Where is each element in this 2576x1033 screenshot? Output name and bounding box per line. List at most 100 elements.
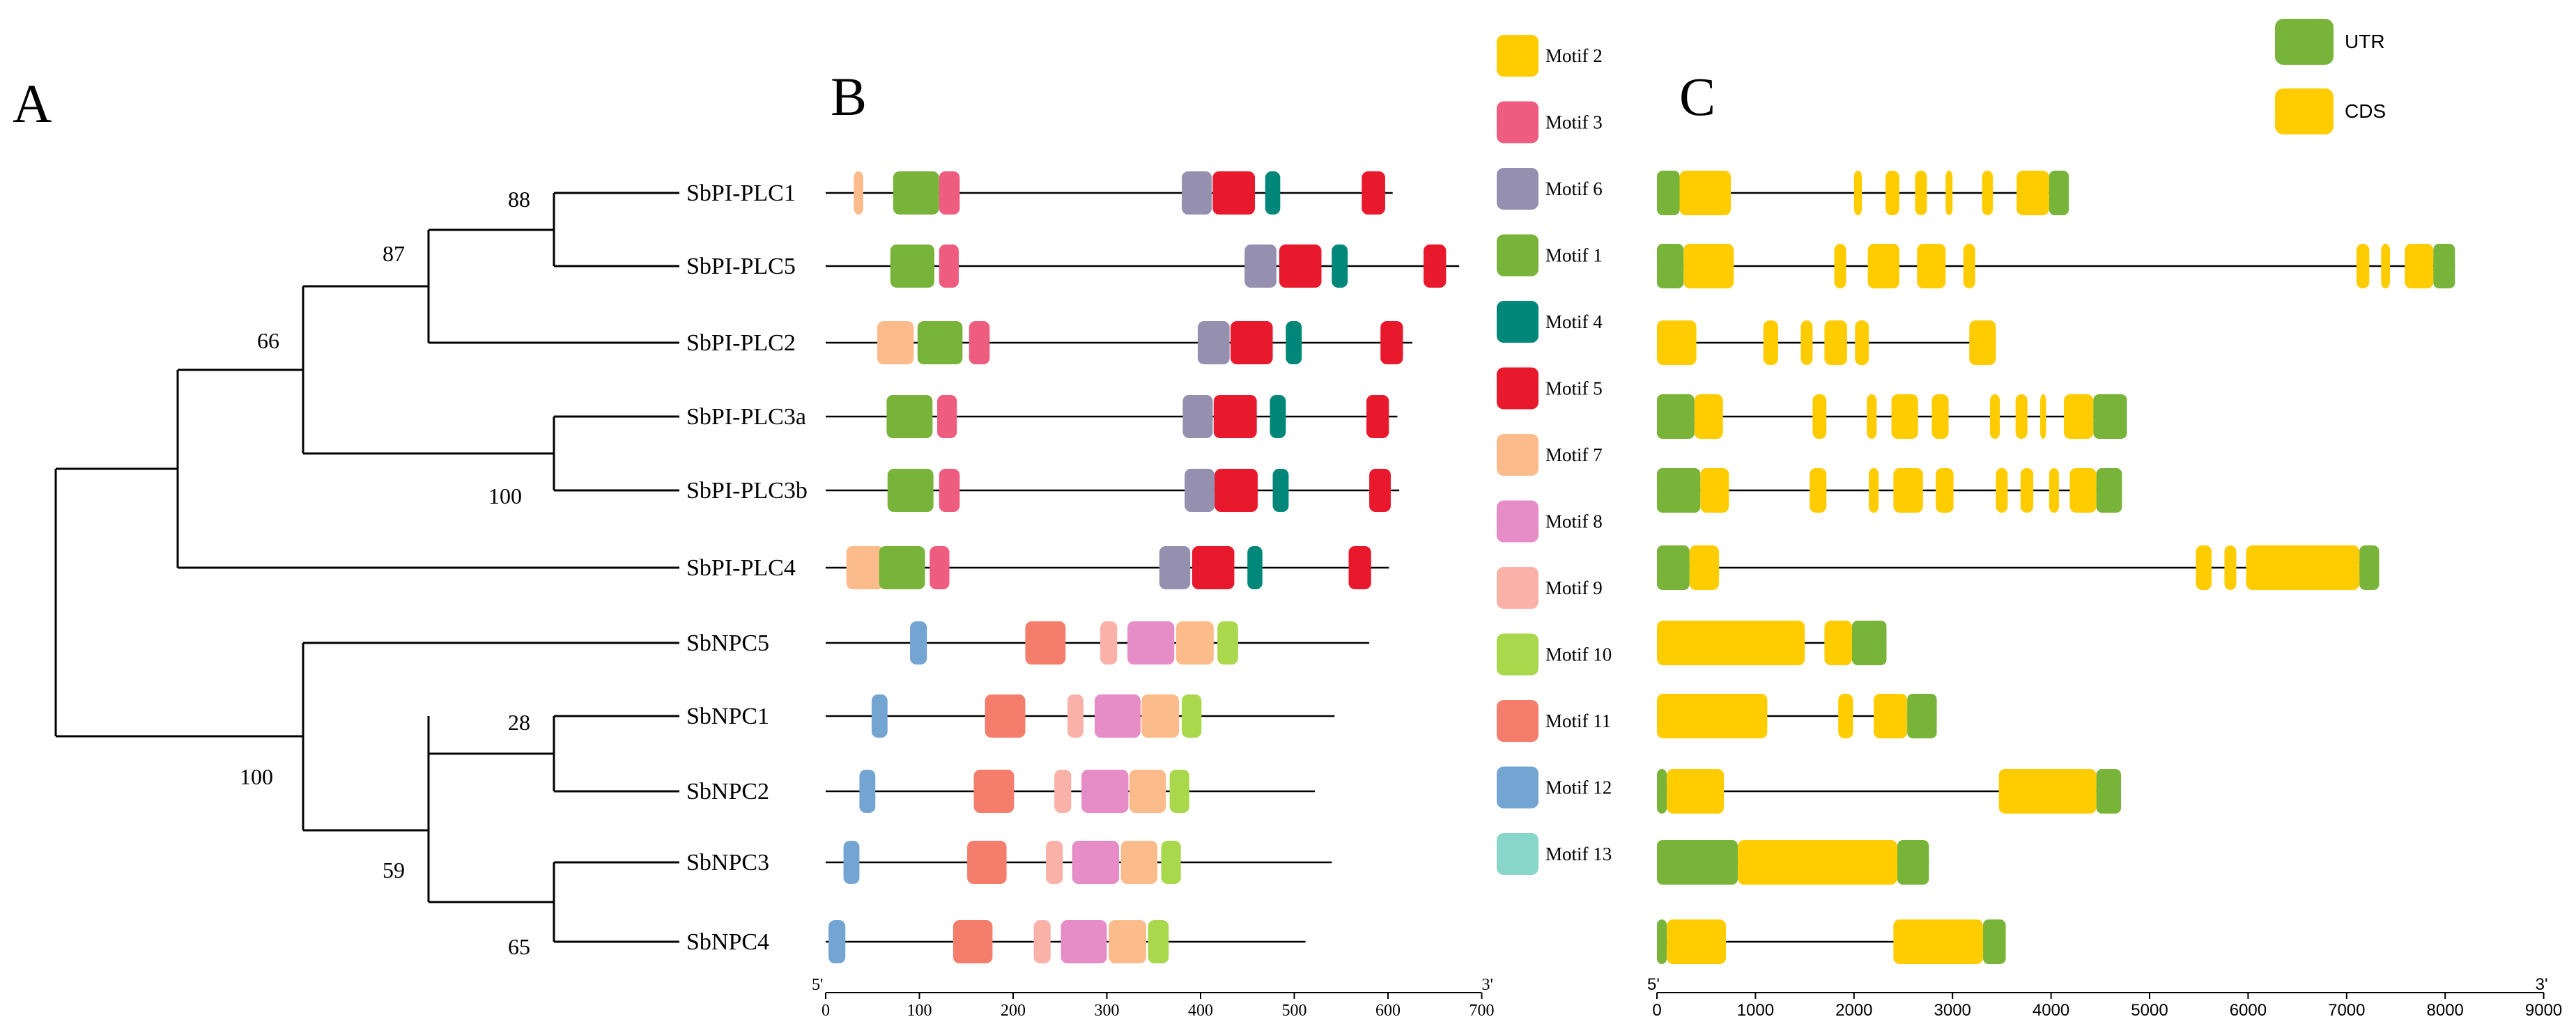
motif-12-box xyxy=(859,770,876,813)
cds-exon-box xyxy=(1667,769,1725,814)
utr-box xyxy=(1907,694,1937,738)
legend-label: Motif 4 xyxy=(1545,311,1603,332)
cds-exon-box xyxy=(1812,394,1827,439)
motif-4-box xyxy=(1247,546,1263,589)
gene-label: SbNPC4 xyxy=(686,929,769,955)
cds-exon-box xyxy=(2196,545,2212,590)
legend-swatch xyxy=(1497,234,1538,277)
motif-9-box xyxy=(1067,694,1083,738)
cds-exon-box xyxy=(1800,320,1813,365)
motif-1-box xyxy=(893,171,939,215)
cds-exon-box xyxy=(1874,694,1908,738)
motif-1-box xyxy=(879,546,925,589)
cds-exon-box xyxy=(1824,320,1847,365)
utr-box xyxy=(1657,840,1738,885)
utr-box xyxy=(1657,171,1680,215)
utr-box xyxy=(2359,545,2380,590)
legend-label: Motif 10 xyxy=(1545,644,1612,665)
cds-exon-box xyxy=(2224,545,2237,590)
motif-4-box xyxy=(1332,244,1348,288)
utr-box xyxy=(2096,468,2122,513)
legend-swatch xyxy=(1497,766,1538,809)
motif-7-box xyxy=(854,171,863,215)
gene-axis-tick-label: 6000 xyxy=(2230,1001,2267,1020)
cds-exon-box xyxy=(1683,244,1734,288)
cds-exon-box xyxy=(1915,171,1927,215)
motif-3-box xyxy=(939,171,960,215)
cds-exon-box xyxy=(2356,244,2370,288)
motif-8-box xyxy=(1061,920,1107,963)
utr-box xyxy=(2096,769,2121,814)
cds-exon-box xyxy=(1679,171,1732,215)
gene-label: SbNPC3 xyxy=(686,850,769,876)
legend-label: Motif 3 xyxy=(1545,112,1603,133)
cds-exon-box xyxy=(1700,468,1729,513)
gene-label: SbPI-PLC3a xyxy=(686,404,806,430)
legend-swatch xyxy=(1497,168,1538,210)
motif-6-box xyxy=(1244,244,1277,288)
motif-12-box xyxy=(843,841,860,884)
cds-exon-box xyxy=(2069,468,2097,513)
cds-exon-box xyxy=(1824,621,1852,665)
motif-axis-tick-label: 500 xyxy=(1282,1002,1307,1020)
bootstrap-value: 65 xyxy=(508,934,530,959)
gene-structure-tracks xyxy=(1657,171,2455,964)
legend-label: Motif 2 xyxy=(1545,45,1603,66)
motif-axis-start-label: 5' xyxy=(812,976,823,994)
motif-5-box xyxy=(1362,171,1385,215)
cds-exon-box xyxy=(1945,171,1953,215)
motif-4-box xyxy=(1265,171,1281,215)
legend-label: Motif 13 xyxy=(1545,844,1612,864)
gene-structure-axis: 0 1000 2000 3000 4000 5000 6000 7000 8000 9000 5' 3… xyxy=(1647,975,2562,1020)
utr-box xyxy=(1657,468,1701,513)
bootstrap-value: 88 xyxy=(508,187,530,212)
gene-axis-tick-label: 3000 xyxy=(1934,1001,1971,1020)
gene-label: SbPI-PLC4 xyxy=(686,555,796,581)
gene-label: SbNPC2 xyxy=(686,779,769,805)
cds-exon-box xyxy=(2246,545,2360,590)
motif-4-box xyxy=(1270,395,1286,438)
gene-labels: SbPI-PLC1 SbPI-PLC5 SbPI-PLC2 SbPI-PLC3a… xyxy=(686,180,808,955)
bootstrap-value: 28 xyxy=(508,710,530,735)
legend-swatch xyxy=(1497,101,1538,143)
motif-11-box xyxy=(967,841,1007,884)
motif-7-box xyxy=(1141,694,1180,738)
motif-5-box xyxy=(1214,469,1258,512)
utr-box xyxy=(2433,244,2455,288)
gene-axis-tick-label: 8000 xyxy=(2427,1001,2464,1020)
legend-swatch xyxy=(2275,19,2334,65)
panel-label-b: B xyxy=(831,66,867,127)
gene-label: SbPI-PLC5 xyxy=(686,254,796,279)
gene-axis-tick-label: 7000 xyxy=(2328,1001,2365,1020)
motif-axis-tick-label: 400 xyxy=(1188,1002,1213,1020)
gene-label: SbNPC1 xyxy=(686,704,769,729)
legend-swatch xyxy=(1497,434,1538,476)
cds-exon-box xyxy=(1657,320,1697,365)
cds-exon-box xyxy=(1810,468,1827,513)
motif-5-box xyxy=(1348,546,1371,589)
motif-11-box xyxy=(1025,621,1066,665)
cds-exon-box xyxy=(1982,171,1993,215)
motif-5-box xyxy=(1213,395,1257,438)
cds-exon-box xyxy=(1885,171,1899,215)
cds-exon-box xyxy=(2020,468,2034,513)
cds-exon-box xyxy=(2381,244,2391,288)
motif-axis-tick-label: 100 xyxy=(907,1002,932,1020)
motif-9-box xyxy=(1033,920,1051,963)
motif-3-box xyxy=(937,395,957,438)
cds-exon-box xyxy=(1834,244,1846,288)
motif-12-box xyxy=(871,694,888,738)
gene-axis-tick-label: 5000 xyxy=(2131,1001,2168,1020)
motif-7-box xyxy=(1109,920,1146,963)
legend-label: Motif 5 xyxy=(1545,378,1603,399)
motif-10-box xyxy=(1161,841,1181,884)
cds-exon-box xyxy=(1996,468,2008,513)
cds-exon-box xyxy=(1936,468,1954,513)
legend-label: Motif 11 xyxy=(1545,710,1611,731)
cds-exon-box xyxy=(1855,320,1869,365)
legend-label: Motif 8 xyxy=(1545,511,1603,532)
panel-label-c: C xyxy=(1679,66,1715,127)
gene-label: SbPI-PLC3b xyxy=(686,478,808,504)
motif-3-box xyxy=(939,244,959,288)
motif-5-box xyxy=(1212,171,1256,215)
